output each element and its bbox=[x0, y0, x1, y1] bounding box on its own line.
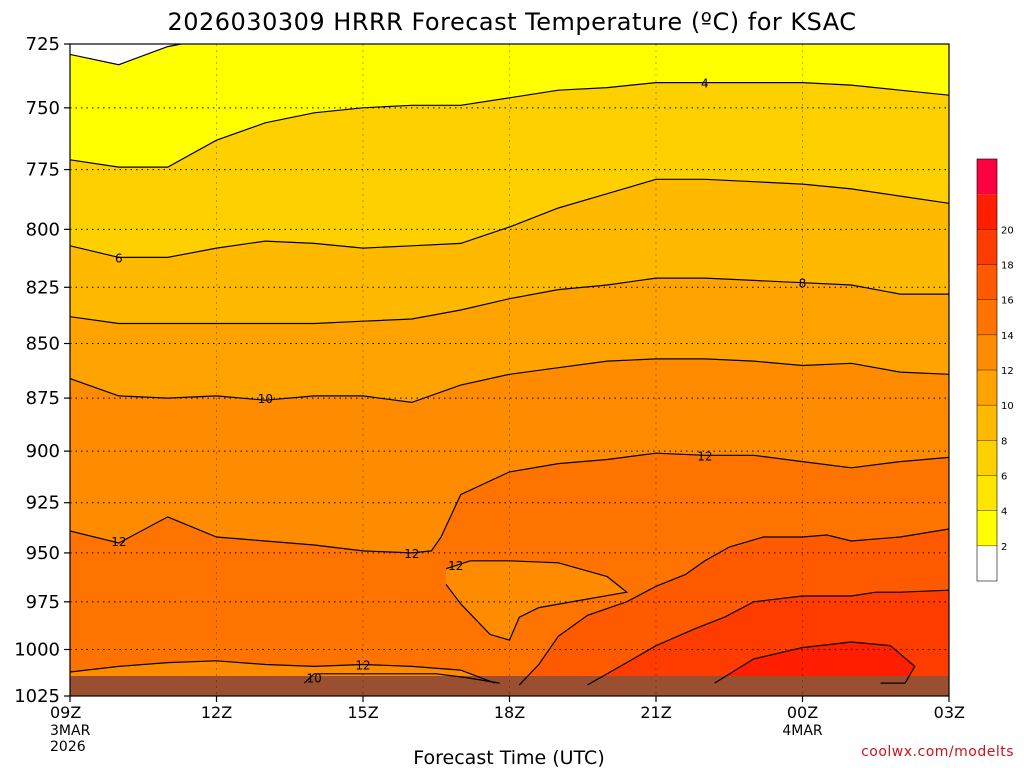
contour-label-text: 12 bbox=[697, 449, 712, 463]
colorbar-swatch bbox=[977, 405, 997, 441]
colorbar-swatch bbox=[977, 194, 997, 230]
colorbar-swatch bbox=[977, 440, 997, 476]
contour-line-8 bbox=[70, 277, 949, 325]
contour-label-text: 4 bbox=[701, 77, 709, 91]
contour-label-text: 8 bbox=[799, 277, 807, 291]
chart-title: 2026030309 HRRR Forecast Temperature (ºC… bbox=[167, 8, 856, 36]
y-tick-label: 725 bbox=[26, 34, 60, 55]
contour-label: 8 bbox=[799, 277, 807, 291]
x-tick-label: 12Z bbox=[201, 703, 232, 722]
contour-line-10 bbox=[303, 673, 500, 684]
x-tick-sublabel: 3MAR bbox=[50, 723, 91, 739]
contour-label: 12 bbox=[404, 547, 419, 561]
temp-band-below-2 bbox=[70, 44, 182, 65]
x-tick-label: 00Z bbox=[787, 703, 818, 722]
contour-line-4 bbox=[70, 82, 949, 168]
y-tick-label: 950 bbox=[26, 543, 60, 564]
colorbar-swatch bbox=[977, 299, 997, 335]
colorbar-swatch bbox=[977, 334, 997, 370]
x-tick-label: 21Z bbox=[640, 703, 671, 722]
colorbar-label: 6 bbox=[1001, 472, 1007, 483]
colorbar-swatch bbox=[977, 229, 997, 265]
x-tick-label: 18Z bbox=[494, 703, 525, 722]
contour-label: 10 bbox=[258, 392, 273, 406]
x-axis-title: Forecast Time (UTC) bbox=[413, 747, 604, 768]
contour-label: 4 bbox=[701, 77, 709, 91]
contour-line-12 bbox=[70, 660, 496, 684]
contour-label: 6 bbox=[115, 251, 123, 265]
colorbar-swatch bbox=[977, 159, 997, 195]
grid-lines bbox=[70, 44, 949, 696]
y-tick-label: 875 bbox=[26, 388, 60, 409]
contour-line-2 bbox=[70, 44, 185, 66]
colorbar-label: 20 bbox=[1001, 225, 1014, 236]
temp-band-pocket bbox=[446, 560, 627, 641]
contour-line-16 bbox=[587, 589, 949, 686]
contour-line-18 bbox=[714, 641, 916, 684]
contour-label-text: 12 bbox=[111, 535, 126, 549]
y-tick-label: 750 bbox=[26, 98, 60, 119]
contour-line-14 bbox=[518, 528, 949, 686]
colorbar-label: 14 bbox=[1001, 331, 1014, 342]
colorbar: 2 4 6 8 10 12 14 16 18 20 bbox=[976, 158, 1014, 582]
x-tick-label: 03Z bbox=[934, 703, 965, 722]
y-axis: 725 750 775 800 825 850 875 900 925 950 975 1000 102… bbox=[14, 34, 70, 707]
x-tick-label: 15Z bbox=[347, 703, 378, 722]
contour-label: 10 bbox=[307, 672, 322, 686]
contour-label: 12 bbox=[448, 559, 463, 573]
colorbar-swatch bbox=[977, 510, 997, 546]
contour-line-12 bbox=[70, 452, 949, 554]
x-tick-sublabel: 2026 bbox=[50, 739, 86, 755]
colorbar-swatch bbox=[977, 545, 997, 581]
y-tick-label: 925 bbox=[26, 493, 60, 514]
temp-band-warm-18 bbox=[714, 642, 915, 684]
y-tick-label: 1000 bbox=[14, 640, 60, 661]
contour-label-text: 10 bbox=[258, 392, 273, 406]
x-tick-sublabel: 4MAR bbox=[782, 723, 823, 739]
colorbar-label: 16 bbox=[1001, 296, 1014, 307]
contour-label-text: 10 bbox=[307, 672, 322, 686]
y-tick-label: 975 bbox=[26, 592, 60, 613]
colorbar-swatch bbox=[977, 264, 997, 300]
y-tick-label: 800 bbox=[26, 219, 60, 240]
y-tick-label: 775 bbox=[26, 160, 60, 181]
contour-line-12 bbox=[445, 560, 629, 641]
contour-label: 12 bbox=[111, 535, 126, 549]
contour-label: 12 bbox=[355, 659, 370, 673]
contour-lines bbox=[70, 44, 949, 686]
contour-label-text: 12 bbox=[448, 559, 463, 573]
y-tick-label: 825 bbox=[26, 277, 60, 298]
colorbar-label: 10 bbox=[1001, 401, 1014, 412]
y-tick-label: 850 bbox=[26, 334, 60, 355]
colorbar-label: 2 bbox=[1001, 542, 1007, 553]
colorbar-label: 18 bbox=[1001, 261, 1014, 272]
contour-label: 12 bbox=[697, 449, 712, 463]
colorbar-label: 4 bbox=[1001, 507, 1007, 518]
credit-text[interactable]: coolwx.com/modelts bbox=[861, 744, 1014, 760]
contour-label-text: 6 bbox=[115, 251, 123, 265]
colorbar-swatch bbox=[977, 370, 997, 406]
contour-label-text: 12 bbox=[355, 659, 370, 673]
contour-line-6 bbox=[70, 178, 949, 258]
colorbar-label: 12 bbox=[1001, 366, 1014, 377]
contour-labels: 4 6 8 10 12 12 12 12 12 10 bbox=[111, 77, 807, 686]
contour-label-text: 12 bbox=[404, 547, 419, 561]
y-tick-label: 900 bbox=[26, 441, 60, 462]
plot-area: 4 6 8 10 12 12 12 12 12 10 bbox=[70, 44, 949, 696]
colorbar-label: 8 bbox=[1001, 436, 1007, 447]
x-tick-label: 09Z bbox=[50, 703, 81, 722]
colorbar-swatch bbox=[977, 475, 997, 511]
contour-line-10 bbox=[70, 358, 949, 404]
y-tick-label: 1025 bbox=[14, 686, 60, 707]
